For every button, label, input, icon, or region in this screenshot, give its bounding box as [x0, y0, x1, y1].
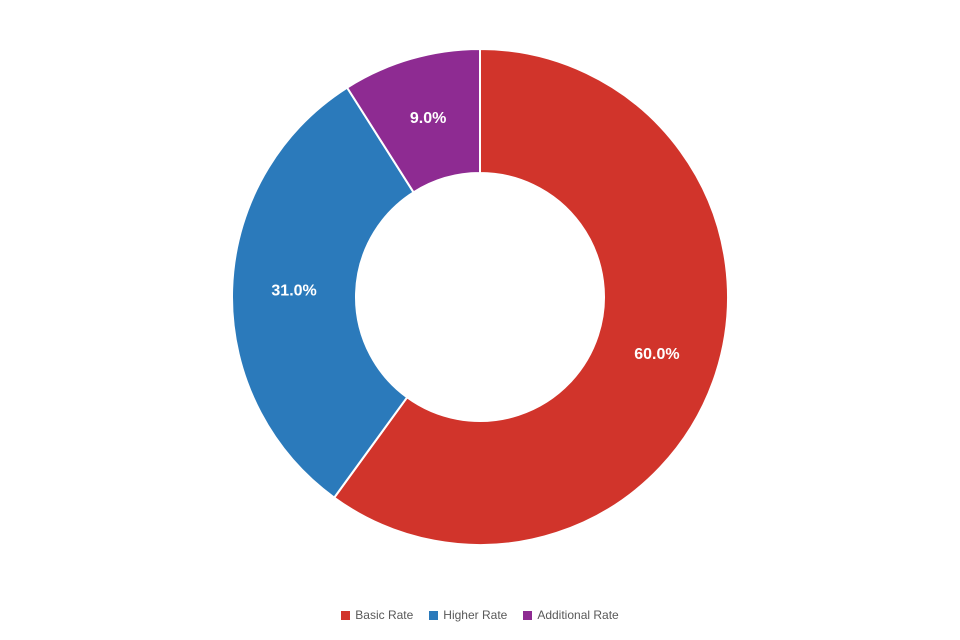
legend-label: Additional Rate	[537, 608, 619, 622]
pie-slice-higher-rate	[231, 86, 415, 499]
legend-item-basic-rate: Basic Rate	[341, 608, 413, 622]
pie-slice-additional-rate	[346, 48, 481, 194]
chart-legend: Basic Rate Higher Rate Additional Rate	[0, 608, 960, 622]
pie-slice-basic-rate	[333, 48, 729, 546]
slice-label-additional-rate: 9.0%	[410, 110, 446, 127]
legend-item-higher-rate: Higher Rate	[429, 608, 507, 622]
slice-label-basic-rate: 60.0%	[634, 346, 679, 363]
legend-swatch	[523, 610, 533, 620]
legend-swatch	[341, 610, 351, 620]
slice-label-higher-rate: 31.0%	[271, 283, 316, 300]
legend-swatch	[429, 610, 439, 620]
legend-item-additional-rate: Additional Rate	[523, 608, 619, 622]
legend-label: Higher Rate	[443, 608, 508, 622]
legend-label: Basic Rate	[355, 608, 414, 622]
